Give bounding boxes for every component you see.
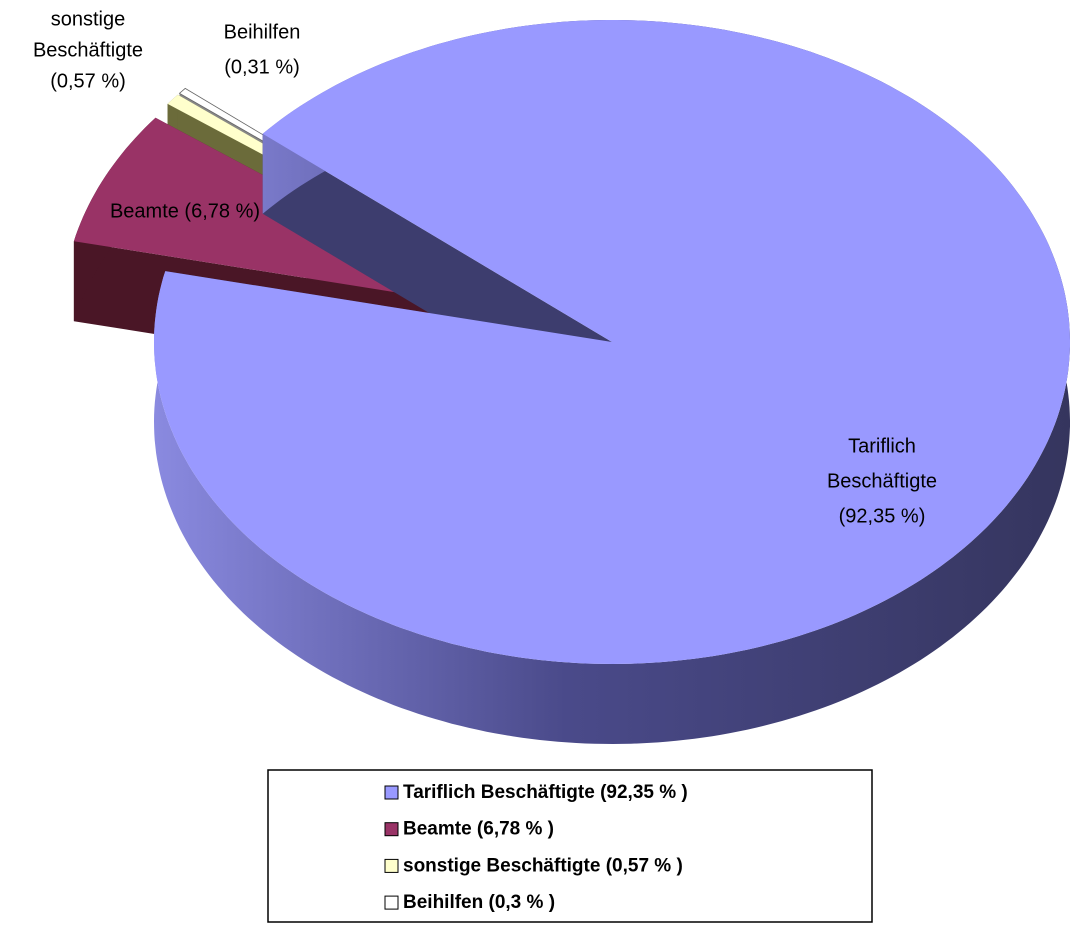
legend-label: sonstige Beschäftigte (0,57 % )	[403, 855, 683, 876]
data-label: Beamte (6,78 %)	[110, 200, 260, 222]
data-label: sonstige	[51, 8, 126, 30]
data-label: (92,35 %)	[839, 505, 926, 527]
legend: Tariflich Beschäftigte (92,35 % ) Beamte …	[384, 782, 688, 913]
data-label: Beschäftigte	[827, 470, 937, 492]
data-labels: Tariflich Beschäftigte (92,35 %) Beamte (6,…	[33, 8, 937, 527]
legend-swatch	[384, 785, 399, 800]
data-label: Beschäftigte	[33, 39, 143, 61]
pie	[73, 20, 1070, 744]
data-label: Tariflich	[848, 435, 916, 457]
legend-swatch	[384, 895, 399, 910]
legend-swatch	[384, 822, 399, 837]
data-label: (0,31 %)	[224, 56, 300, 78]
legend-label: Beihilfen (0,3 % )	[403, 892, 555, 913]
slice	[154, 20, 1070, 664]
legend-label: Tariflich Beschäftigte (92,35 % )	[403, 782, 688, 803]
legend-label: Beamte (6,78 % )	[403, 819, 554, 840]
data-label: (0,57 %)	[50, 70, 126, 92]
legend-swatch	[384, 858, 399, 873]
legend-box	[267, 769, 873, 923]
data-label: Beihilfen	[224, 21, 301, 43]
